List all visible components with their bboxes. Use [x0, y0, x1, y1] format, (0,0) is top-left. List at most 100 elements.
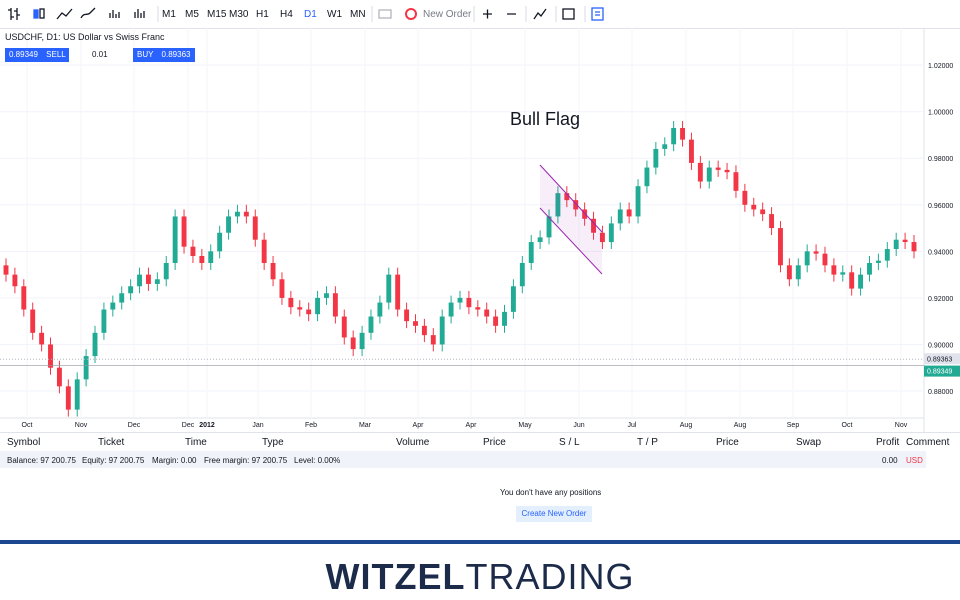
candle-body — [466, 297, 472, 308]
candle-body — [110, 302, 116, 310]
free-margin: Free margin: 97 200.75 — [204, 456, 288, 465]
candle-body — [599, 232, 605, 243]
candle-body — [662, 144, 668, 149]
candle-body — [831, 265, 837, 275]
candles-icon[interactable] — [33, 9, 39, 19]
candle-body — [217, 232, 223, 252]
line-icon[interactable] — [56, 8, 73, 20]
sell-button[interactable]: 0.89349 SELL — [5, 48, 69, 62]
timeframe[interactable]: M5 — [185, 9, 199, 20]
buy-price: 0.89363 — [161, 50, 191, 59]
candle-body — [226, 216, 231, 233]
candle-body — [893, 239, 899, 250]
candle-body — [786, 265, 792, 280]
zoom-icons[interactable] — [483, 9, 516, 19]
candle-body — [795, 265, 801, 280]
candle-body — [190, 246, 196, 257]
column-header: S / L — [559, 437, 580, 448]
x-tick-label: Mar — [359, 422, 372, 429]
chart: Bull Flag USDCHF, D1: US Dollar vs Swiss… — [0, 28, 960, 432]
candle-body — [528, 242, 534, 263]
candle-body — [297, 307, 303, 310]
candle-body — [493, 316, 499, 326]
x-tick-label: Aug — [680, 422, 693, 429]
bid-label-bg — [924, 365, 960, 377]
candle-body — [39, 332, 45, 345]
candle-body — [626, 209, 632, 217]
flag-fill — [540, 165, 602, 274]
timeframe[interactable]: D1 — [304, 9, 317, 20]
candle-body — [671, 127, 677, 145]
column-header: Profit — [876, 437, 900, 448]
column-header: Price — [716, 437, 739, 448]
hist-icon[interactable] — [109, 10, 120, 18]
timeframe[interactable]: H1 — [256, 9, 269, 20]
margin: Margin: 0.00 — [152, 456, 197, 465]
candle-body — [350, 337, 356, 350]
timeframe[interactable]: M30 — [229, 9, 249, 20]
area-icon[interactable] — [80, 7, 96, 19]
equity: Equity: 97 200.75 — [82, 456, 145, 465]
column-header: Price — [483, 437, 506, 448]
candle-body — [368, 316, 374, 333]
calendar-icon[interactable] — [562, 8, 575, 20]
candle-body — [822, 253, 828, 266]
candle-body — [101, 309, 107, 333]
candle-body — [261, 239, 267, 263]
candle-body — [430, 335, 436, 345]
candle-body — [813, 251, 819, 254]
buy-button[interactable]: BUY 0.89363 — [133, 48, 195, 62]
candle-body — [448, 302, 454, 317]
flag-lower — [539, 207, 603, 275]
logo-light: TRADING — [465, 556, 635, 597]
candle-body — [902, 239, 908, 243]
candle-body — [137, 274, 142, 287]
candle-body — [573, 200, 579, 210]
timeframe[interactable]: H4 — [280, 9, 293, 20]
candle-body — [760, 209, 766, 215]
timeframe[interactable]: W1 — [327, 9, 342, 20]
bull-flag-drawing[interactable] — [539, 164, 603, 275]
candle-body — [724, 169, 730, 173]
column-header: T / P — [637, 437, 658, 448]
volume-icon[interactable] — [134, 9, 145, 18]
timeframe[interactable]: M15 — [207, 9, 227, 20]
candle-body — [840, 272, 846, 275]
candle-body — [163, 262, 169, 280]
timeframe[interactable]: MN — [350, 9, 366, 20]
candle-body — [680, 127, 685, 140]
candle-body — [582, 209, 588, 219]
timeframe[interactable]: M1 — [162, 9, 176, 20]
candle-body — [689, 139, 694, 163]
candle-body — [697, 162, 703, 182]
candle-body — [555, 193, 561, 217]
keyboard-icon[interactable] — [378, 9, 392, 19]
volume-input[interactable]: 0.01 — [92, 50, 108, 59]
layout-lines — [595, 11, 600, 16]
candle-body — [591, 218, 596, 233]
y-tick-label: 1.00000 — [928, 110, 953, 117]
candle-body — [252, 216, 258, 240]
create-order-button[interactable]: Create New Order — [516, 506, 592, 522]
annotation: Bull Flag — [510, 109, 580, 129]
candle-body — [546, 216, 552, 238]
indicator-icon[interactable] — [533, 8, 547, 20]
bars-icon[interactable] — [8, 8, 20, 20]
candle-body — [884, 249, 890, 261]
candle-body — [715, 167, 721, 170]
candle-body — [306, 309, 312, 315]
flag-upper — [539, 164, 603, 233]
candle-body — [608, 223, 614, 243]
order-icon[interactable] — [405, 8, 417, 20]
column-header: Ticket — [98, 437, 125, 448]
candle-body — [377, 302, 383, 317]
candle-body — [858, 274, 864, 289]
candle-body — [484, 309, 490, 317]
layout-icon[interactable] — [591, 7, 604, 21]
candle-body — [56, 367, 62, 387]
candle-body — [119, 293, 125, 303]
candle-body — [359, 332, 365, 350]
new-order-button[interactable]: New Order — [423, 9, 472, 20]
candle-body — [341, 316, 347, 338]
candle-body — [181, 216, 187, 247]
